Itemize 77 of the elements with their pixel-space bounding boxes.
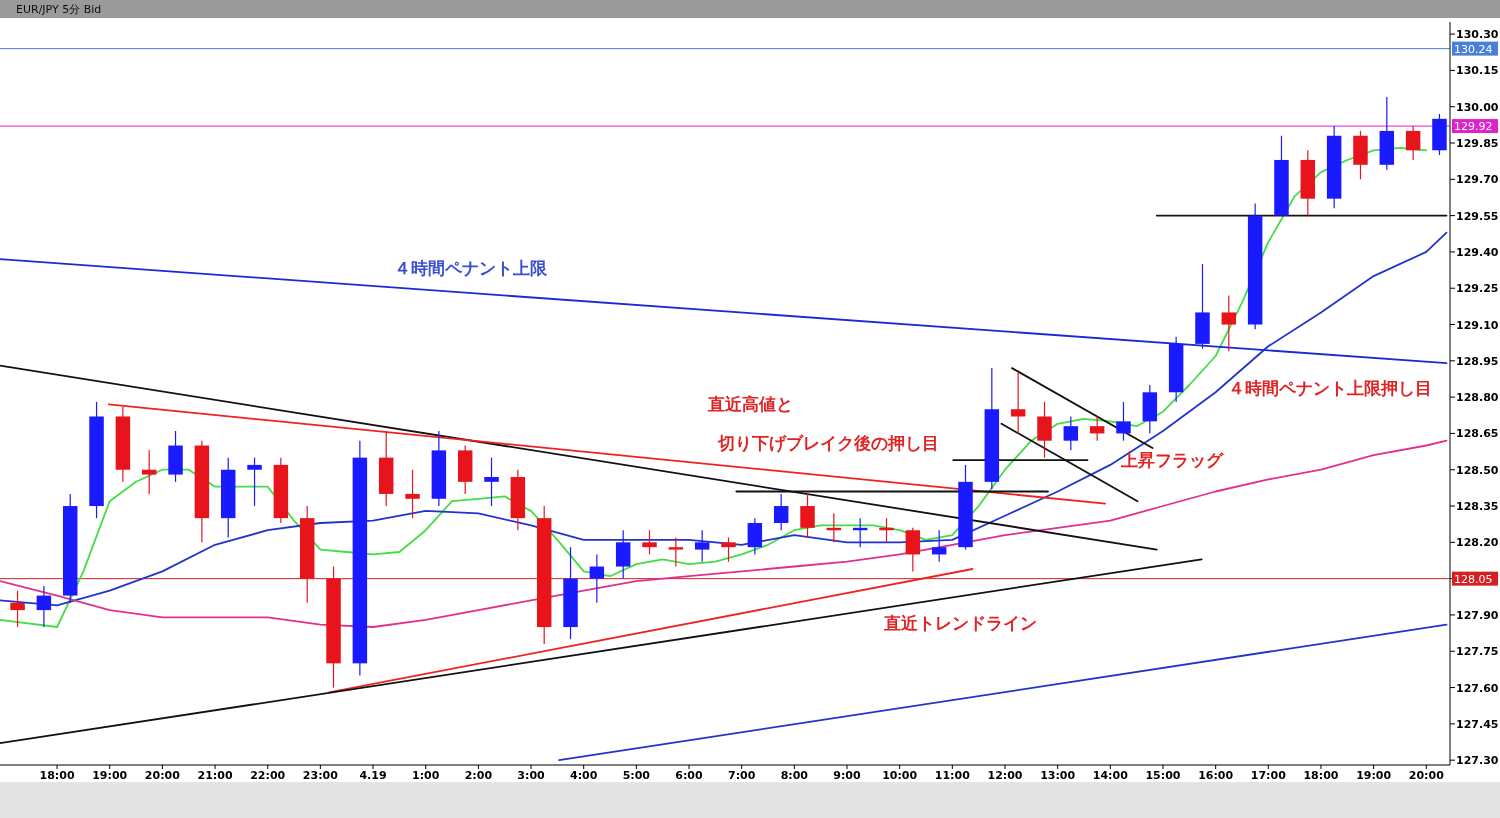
x-tick-label: 18:00: [39, 769, 75, 782]
y-tick-label: 129.70: [1456, 173, 1499, 187]
y-tick-label: 127.45: [1456, 717, 1499, 731]
ref-line-label: 129.92: [1454, 120, 1493, 134]
y-tick-label: 130.00: [1456, 100, 1499, 114]
x-tick-label: 10:00: [882, 769, 918, 782]
annotation: ４時間ペナント上限: [393, 258, 548, 278]
candlestick: [1116, 401, 1131, 442]
y-tick-label: 128.95: [1456, 354, 1499, 368]
x-tick-label: 9:00: [833, 769, 862, 782]
candlestick: [247, 457, 262, 507]
candlestick: [1405, 125, 1421, 161]
y-tick-label: 127.90: [1456, 608, 1499, 622]
candlestick: [10, 590, 25, 628]
y-tick-label: 129.55: [1456, 209, 1499, 223]
candlestick: [800, 493, 815, 539]
y-tick-label: 130.30: [1456, 28, 1499, 42]
candlestick: [721, 536, 736, 563]
y-tick-label: 128.35: [1456, 500, 1499, 514]
x-tick-label: 19:00: [1356, 769, 1392, 782]
y-tick-label: 129.85: [1456, 137, 1499, 151]
x-tick-label: 19:00: [92, 769, 128, 782]
x-tick-label: 8:00: [780, 769, 809, 782]
annotation: 上昇フラッグ: [1120, 450, 1224, 470]
candlestick: [405, 469, 420, 519]
chart-title: EUR/JPY 5分 Bid: [16, 3, 102, 16]
y-tick-label: 127.30: [1456, 754, 1499, 768]
candlestick: [931, 529, 947, 563]
candlestick: [1221, 294, 1237, 352]
annotation: 直近トレンドライン: [882, 613, 1037, 633]
ref-line-label: 128.05: [1454, 572, 1493, 586]
x-tick-label: 23:00: [302, 769, 339, 782]
x-tick-label: 17:00: [1250, 769, 1287, 782]
candlestick: [773, 493, 789, 531]
y-tick-label: 129.40: [1456, 245, 1499, 259]
y-tick-label: 129.10: [1456, 318, 1499, 332]
x-tick-label: 15:00: [1145, 769, 1181, 782]
x-tick-label: 4:00: [570, 769, 598, 782]
x-tick-label: 21:00: [197, 769, 233, 782]
x-tick-label: 2:00: [464, 769, 493, 782]
y-tick-label: 127.75: [1456, 645, 1499, 659]
x-tick-label: 20:00: [144, 769, 181, 782]
candlestick: [668, 536, 684, 568]
y-tick-label: 127.60: [1456, 681, 1499, 695]
candlestick: [589, 553, 605, 604]
x-tick-label: 11:00: [934, 769, 971, 782]
candlestick: [642, 529, 657, 556]
x-tick-label: 13:00: [1040, 769, 1076, 782]
x-tick-label: 20:00: [1408, 769, 1445, 782]
x-tick-label: 1:00: [412, 769, 440, 782]
candlestick: [1063, 415, 1079, 451]
x-tick-label: 22:00: [250, 769, 286, 782]
candlestick: [141, 449, 157, 495]
x-tick-label: 16:00: [1198, 769, 1234, 782]
candlestick: [484, 457, 499, 507]
ref-line-label: 130.24: [1454, 42, 1493, 56]
annotation: 切り下げブレイク後の押し目: [716, 433, 939, 453]
annotation: 直近高値と: [706, 394, 793, 414]
y-tick-label: 128.20: [1456, 536, 1499, 550]
y-tick-label: 128.65: [1456, 427, 1499, 441]
candlestick: [1089, 415, 1105, 442]
candlestick: [694, 529, 710, 563]
x-tick-label: 18:00: [1303, 769, 1339, 782]
x-tick-label: 6:00: [675, 769, 704, 782]
annotation: ４時間ペナント上限押し目: [1228, 378, 1432, 398]
x-tick-label: 5:00: [622, 769, 651, 782]
candlestick: [1010, 372, 1026, 435]
y-tick-label: 128.50: [1456, 463, 1499, 477]
y-tick-label: 130.15: [1456, 64, 1499, 78]
y-tick-label: 129.25: [1456, 282, 1499, 296]
x-tick-label: 7:00: [727, 769, 756, 782]
x-tick-label: 12:00: [987, 769, 1023, 782]
y-tick-label: 128.80: [1456, 391, 1499, 405]
x-tick-label: 4.19: [359, 769, 387, 782]
candlestick: [36, 585, 52, 628]
x-tick-label: 3:00: [517, 769, 546, 782]
x-tick-label: 14:00: [1092, 769, 1129, 782]
